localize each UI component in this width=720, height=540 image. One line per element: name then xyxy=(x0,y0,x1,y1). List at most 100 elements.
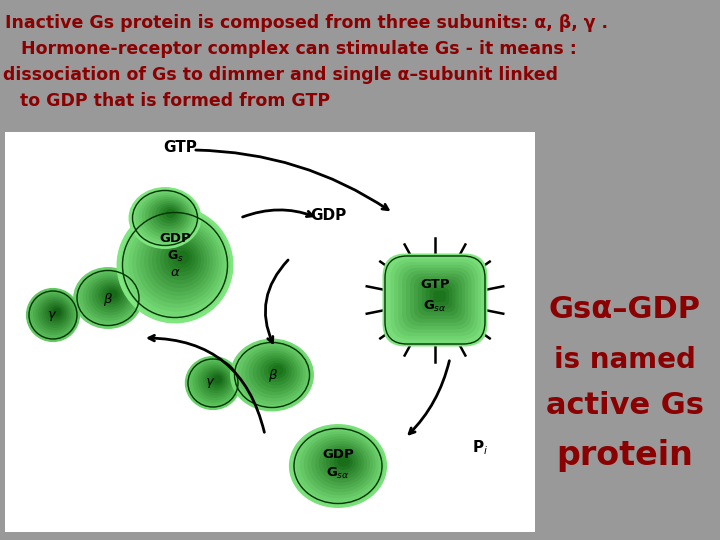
Ellipse shape xyxy=(84,274,135,320)
Ellipse shape xyxy=(156,204,182,226)
Ellipse shape xyxy=(193,362,235,402)
Ellipse shape xyxy=(305,435,375,495)
Ellipse shape xyxy=(173,248,192,267)
Ellipse shape xyxy=(41,300,69,327)
Text: GDP: GDP xyxy=(310,207,346,222)
FancyBboxPatch shape xyxy=(422,282,455,312)
FancyBboxPatch shape xyxy=(395,262,478,336)
Ellipse shape xyxy=(176,252,189,264)
Ellipse shape xyxy=(327,449,358,476)
Ellipse shape xyxy=(48,305,63,320)
Text: Hormone-receptor complex can stimulate Gs - it means :: Hormone-receptor complex can stimulate G… xyxy=(15,40,577,58)
Ellipse shape xyxy=(265,361,288,381)
FancyBboxPatch shape xyxy=(402,268,472,329)
FancyBboxPatch shape xyxy=(426,285,452,309)
Ellipse shape xyxy=(163,208,177,220)
FancyBboxPatch shape xyxy=(382,253,487,347)
Ellipse shape xyxy=(108,291,117,298)
Ellipse shape xyxy=(186,356,240,409)
Ellipse shape xyxy=(34,294,74,334)
FancyBboxPatch shape xyxy=(418,279,459,316)
Ellipse shape xyxy=(230,339,313,411)
Ellipse shape xyxy=(199,366,232,397)
Ellipse shape xyxy=(80,272,138,323)
Ellipse shape xyxy=(99,285,124,306)
Ellipse shape xyxy=(238,344,307,404)
Ellipse shape xyxy=(253,354,297,391)
Text: G$_{s\alpha}$: G$_{s\alpha}$ xyxy=(326,465,350,481)
Text: Gsα–GDP: Gsα–GDP xyxy=(549,295,701,325)
Ellipse shape xyxy=(153,201,184,228)
Ellipse shape xyxy=(93,280,128,312)
Ellipse shape xyxy=(53,309,60,315)
Ellipse shape xyxy=(201,367,230,395)
Ellipse shape xyxy=(242,347,305,401)
Ellipse shape xyxy=(161,240,200,279)
Text: $\beta$: $\beta$ xyxy=(103,292,113,308)
Ellipse shape xyxy=(102,286,122,303)
Ellipse shape xyxy=(146,198,189,234)
Ellipse shape xyxy=(261,359,291,384)
Ellipse shape xyxy=(214,376,221,383)
Ellipse shape xyxy=(315,442,366,485)
Text: protein: protein xyxy=(557,438,693,471)
Text: GTP: GTP xyxy=(420,278,450,291)
FancyBboxPatch shape xyxy=(387,256,485,343)
FancyBboxPatch shape xyxy=(410,273,465,322)
Ellipse shape xyxy=(133,219,221,307)
Ellipse shape xyxy=(145,228,212,295)
Ellipse shape xyxy=(297,430,381,501)
Ellipse shape xyxy=(39,298,71,329)
Ellipse shape xyxy=(301,432,378,498)
Ellipse shape xyxy=(191,360,237,404)
Ellipse shape xyxy=(293,427,384,504)
Text: to GDP that is formed from GTP: to GDP that is formed from GTP xyxy=(14,92,330,110)
FancyBboxPatch shape xyxy=(414,276,462,319)
FancyBboxPatch shape xyxy=(398,265,474,333)
Ellipse shape xyxy=(235,342,310,408)
Ellipse shape xyxy=(334,454,352,469)
Ellipse shape xyxy=(96,282,126,309)
Text: $\gamma$: $\gamma$ xyxy=(204,376,215,390)
Ellipse shape xyxy=(143,195,192,237)
Ellipse shape xyxy=(77,270,140,326)
Ellipse shape xyxy=(323,447,361,479)
Ellipse shape xyxy=(159,206,180,223)
Ellipse shape xyxy=(136,192,196,242)
Ellipse shape xyxy=(204,369,228,393)
Ellipse shape xyxy=(130,188,201,248)
Ellipse shape xyxy=(166,210,175,217)
Ellipse shape xyxy=(188,359,239,407)
Text: G$_s$: G$_s$ xyxy=(166,248,184,264)
Ellipse shape xyxy=(165,242,197,275)
Ellipse shape xyxy=(149,231,210,291)
Ellipse shape xyxy=(105,288,119,301)
Ellipse shape xyxy=(46,303,66,322)
Ellipse shape xyxy=(44,301,67,325)
Ellipse shape xyxy=(209,373,225,388)
FancyBboxPatch shape xyxy=(430,288,449,305)
Bar xyxy=(5,132,535,532)
Ellipse shape xyxy=(86,276,133,318)
Ellipse shape xyxy=(27,288,79,341)
Ellipse shape xyxy=(168,246,194,272)
Ellipse shape xyxy=(212,374,222,385)
Ellipse shape xyxy=(320,444,364,482)
Ellipse shape xyxy=(250,352,300,394)
Text: active Gs: active Gs xyxy=(546,390,704,420)
Text: $\alpha$: $\alpha$ xyxy=(170,266,180,279)
Ellipse shape xyxy=(308,437,372,491)
FancyBboxPatch shape xyxy=(433,291,446,302)
Ellipse shape xyxy=(29,291,78,339)
FancyBboxPatch shape xyxy=(390,259,481,340)
Ellipse shape xyxy=(51,307,62,318)
Ellipse shape xyxy=(141,225,215,299)
Ellipse shape xyxy=(157,237,203,284)
Ellipse shape xyxy=(125,213,227,315)
Ellipse shape xyxy=(36,296,72,332)
Ellipse shape xyxy=(153,234,206,287)
Text: G$_{s\alpha}$: G$_{s\alpha}$ xyxy=(423,299,447,314)
Ellipse shape xyxy=(117,207,233,323)
Ellipse shape xyxy=(32,292,76,337)
Ellipse shape xyxy=(139,194,194,240)
